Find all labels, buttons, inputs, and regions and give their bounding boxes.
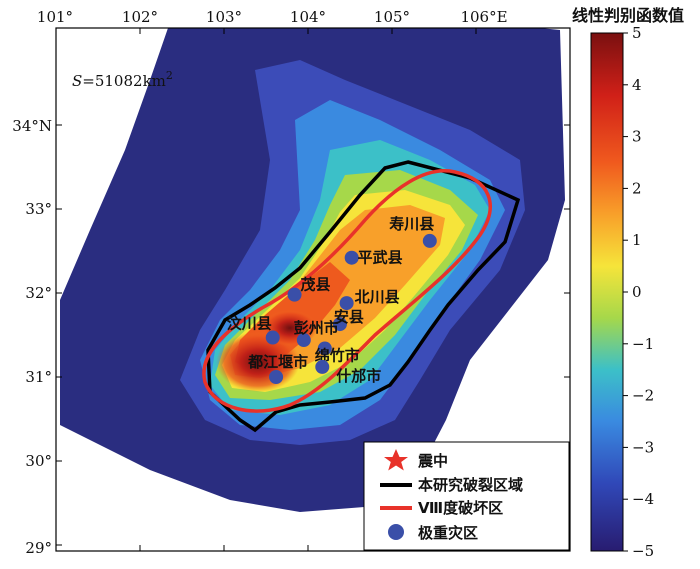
colorbar-tick-label: −1 [632, 335, 654, 353]
legend: 震中 本研究破裂区域 Ⅷ度破坏区 极重灾区 [363, 441, 570, 551]
colorbar-tick-label: −3 [632, 438, 654, 456]
city-marker [422, 233, 437, 248]
x-tick-label: 103° [206, 8, 242, 26]
legend-label-epicenter: 震中 [418, 452, 448, 470]
colorbar-tick-label: −4 [632, 490, 654, 508]
intensity-viii-zone [202, 169, 492, 413]
city-marker [317, 341, 332, 356]
plot-frame [55, 27, 571, 552]
heatmap-layer [60, 28, 565, 512]
city-marker [296, 333, 311, 348]
legend-label-rupture: 本研究破裂区域 [418, 476, 523, 494]
x-tick-label: 102° [122, 8, 158, 26]
legend-label-intensity: Ⅷ度破坏区 [418, 499, 503, 517]
city-marker [265, 330, 280, 345]
colorbar: 线性判别函数值 5 4 3 2 1 0 −1 −2 −3 −4 −5 [572, 6, 684, 560]
city-label: 什邡市 [336, 367, 381, 385]
y-tick-label: 30° [25, 452, 52, 470]
city-label: 汶川县 [227, 315, 272, 333]
city-marker [315, 359, 330, 374]
star-icon [384, 449, 408, 471]
y-tick-label: 34°N [12, 117, 52, 135]
city-marker [269, 370, 284, 384]
blue-dot-icon [388, 524, 404, 540]
city-label: 平武县 [358, 249, 403, 267]
colorbar-tick-label: 5 [632, 24, 642, 42]
city-marker [344, 250, 359, 265]
city-marker [339, 296, 354, 311]
x-tick-label: 105° [374, 8, 410, 26]
city-label: 茂县 [301, 276, 331, 294]
city-label: 寿川县 [389, 215, 434, 233]
y-tick-label: 31° [25, 368, 52, 386]
rupture-boundary [206, 160, 521, 433]
colorbar-tick-label: 1 [632, 231, 642, 249]
colorbar-title: 线性判别函数值 [572, 6, 684, 25]
city-label: 北川县 [355, 288, 400, 306]
area-label: S=51082km2 [72, 69, 173, 90]
y-tick-label: 33° [25, 200, 52, 218]
x-tick-label: 106°E [460, 8, 507, 26]
colorbar-tick-label: 0 [632, 283, 642, 301]
colorbar-tick-label: 2 [632, 179, 642, 197]
y-axis-labels: 34°N 33° 32° 31° 30° 29° [12, 117, 52, 557]
colorbar-tick-label: 3 [632, 128, 642, 146]
y-tick-label: 29° [25, 539, 52, 557]
city-label: 安县 [334, 308, 364, 326]
colorbar-tick-label: 4 [632, 76, 642, 94]
x-axis-labels: 101° 102° 103° 104° 105° 106°E [37, 8, 508, 26]
legend-label-disaster: 极重灾区 [418, 524, 478, 542]
city-label: 彭州市 [294, 319, 339, 337]
colorbar-tick-label: −2 [632, 387, 654, 405]
city-marker [287, 287, 302, 302]
city-marker [332, 317, 347, 332]
x-tick-label: 101° [37, 8, 73, 26]
colorbar-tick-label: −5 [632, 542, 654, 560]
city-label: 都江堰市 [247, 353, 308, 371]
colorbar-ticks: 5 4 3 2 1 0 −1 −2 −3 −4 −5 [623, 24, 654, 560]
city-label: 绵竹市 [315, 346, 360, 364]
y-tick-label: 32° [25, 284, 52, 302]
colorbar-gradient [590, 32, 624, 552]
x-tick-label: 104° [290, 8, 326, 26]
